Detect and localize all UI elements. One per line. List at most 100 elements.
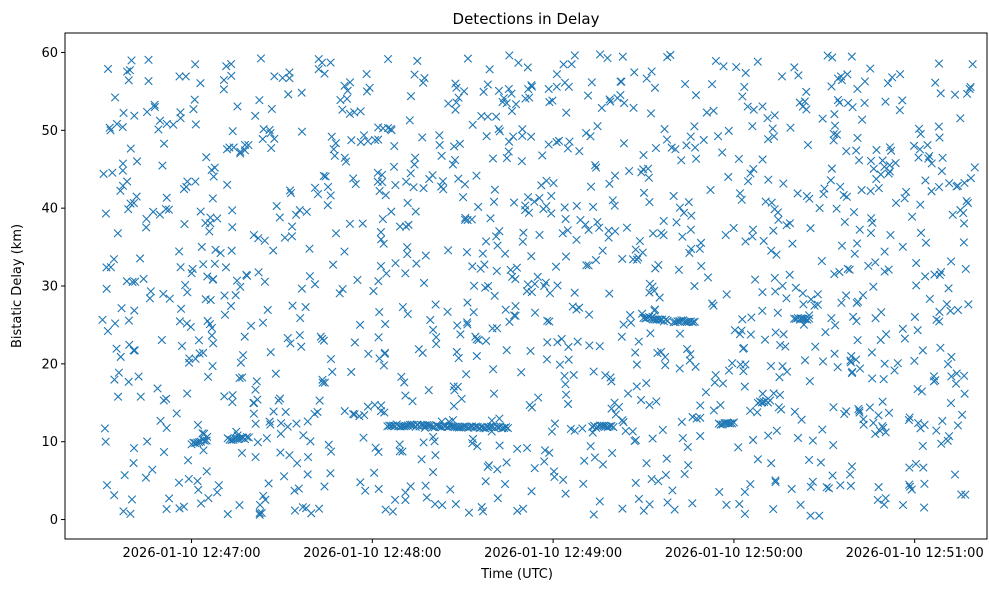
scatter-point: [638, 248, 647, 257]
scatter-point: [530, 279, 539, 289]
scatter-point: [919, 463, 928, 472]
scatter-point: [490, 185, 500, 194]
scatter-point: [159, 447, 169, 457]
y-tick-label: 30: [41, 280, 58, 295]
scatter-point: [486, 214, 495, 223]
scatter-point: [418, 78, 428, 87]
scatter-point: [734, 154, 744, 164]
scatter-point: [251, 452, 260, 462]
scatter-point: [469, 281, 479, 291]
scatter-point: [729, 418, 739, 427]
scatter-point: [457, 394, 466, 404]
scatter-point: [421, 251, 430, 260]
scatter-point: [272, 201, 281, 211]
scatter-point: [872, 174, 881, 184]
scatter-point: [898, 242, 908, 252]
scatter-point: [435, 131, 444, 140]
scatter-point: [840, 217, 850, 227]
scatter-point: [816, 458, 826, 467]
scatter-point: [545, 448, 554, 457]
scatter-point: [779, 179, 788, 188]
scatter-point: [523, 63, 532, 72]
scatter-point: [461, 369, 471, 379]
scatter-point: [644, 173, 654, 182]
scatter-point: [483, 80, 493, 89]
scatter-point: [403, 250, 412, 259]
scatter-point: [431, 451, 440, 460]
scatter-point: [959, 219, 969, 228]
scatter-point: [109, 255, 119, 264]
scatter-point: [621, 426, 630, 436]
scatter-point: [953, 305, 963, 315]
scatter-point: [132, 192, 141, 201]
scatter-point: [285, 68, 294, 77]
scatter-point: [148, 207, 158, 216]
scatter-point: [644, 312, 654, 322]
scatter-point: [124, 204, 133, 214]
scatter-point: [661, 470, 671, 480]
scatter-point: [591, 255, 601, 265]
scatter-point: [671, 145, 680, 154]
scatter-point: [511, 274, 520, 284]
scatter-point: [558, 229, 567, 238]
scatter-point: [622, 223, 632, 232]
scatter-point: [815, 203, 824, 213]
scatter-point: [179, 502, 189, 511]
scatter-point: [387, 207, 396, 216]
scatter-point: [458, 193, 468, 202]
scatter-point: [623, 389, 633, 398]
scatter-point: [381, 505, 390, 514]
scatter-point: [204, 493, 213, 503]
scatter-point: [118, 122, 127, 132]
scatter-point: [478, 249, 488, 258]
scatter-point: [782, 294, 791, 303]
scatter-point: [276, 448, 285, 457]
scatter-point: [323, 182, 333, 192]
scatter-point: [199, 446, 208, 455]
scatter-point: [585, 341, 594, 350]
scatter-point: [675, 203, 685, 212]
scatter-point: [428, 325, 438, 335]
scatter-point: [228, 390, 237, 400]
scatter-point: [711, 56, 721, 66]
scatter-point: [545, 288, 555, 298]
scatter-point: [806, 511, 815, 520]
scatter-point: [735, 329, 745, 339]
scatter-point: [847, 52, 857, 61]
scatter-point: [649, 286, 659, 295]
scatter-point: [794, 71, 803, 80]
scatter-point: [492, 266, 501, 276]
scatter-point: [191, 354, 200, 363]
scatter-point: [446, 485, 455, 494]
scatter-point: [228, 397, 237, 407]
scatter-point: [758, 306, 767, 315]
scatter-point: [533, 272, 542, 282]
scatter-point: [619, 320, 628, 329]
scatter-point: [127, 495, 137, 504]
scatter-point: [952, 369, 961, 378]
scatter-point: [565, 137, 574, 146]
scatter-point: [405, 116, 414, 125]
scatter-point: [527, 82, 537, 91]
scatter-point: [815, 511, 824, 520]
scatter-point: [937, 439, 946, 448]
scatter-point: [950, 90, 960, 99]
scatter-point: [758, 155, 767, 164]
scatter-point: [679, 208, 689, 218]
scatter-point: [890, 366, 899, 375]
scatter-point: [588, 202, 598, 212]
scatter-point: [845, 470, 855, 479]
scatter-point: [800, 97, 810, 106]
scatter-point: [187, 269, 196, 278]
scatter-point: [713, 131, 723, 141]
scatter-point: [803, 140, 813, 150]
scatter-point: [544, 140, 553, 149]
scatter-point: [488, 154, 498, 163]
scatter-point: [474, 335, 483, 345]
scatter-point: [294, 484, 304, 493]
scatter-point: [129, 458, 138, 468]
scatter-point: [914, 153, 923, 162]
scatter-point: [499, 93, 509, 103]
scatter-point: [377, 170, 387, 180]
scatter-point: [619, 417, 628, 427]
